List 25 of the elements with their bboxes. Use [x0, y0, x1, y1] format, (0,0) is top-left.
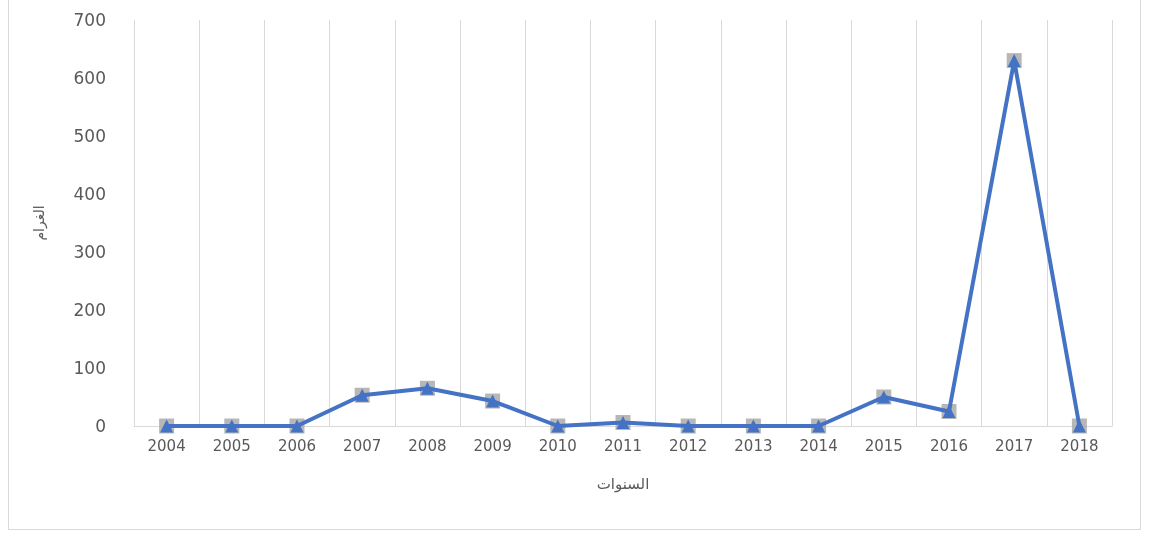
x-tick-label: 2016 — [929, 436, 969, 455]
x-tick-label: 2005 — [212, 436, 251, 455]
x-tick-label: 2009 — [473, 436, 512, 455]
x-tick-label: 2015 — [864, 436, 903, 455]
x-tick-label: 2004 — [147, 436, 186, 455]
y-tick-label: 700 — [73, 10, 106, 30]
y-tick-label: 600 — [73, 68, 106, 88]
y-axis-title: الغرام — [31, 205, 48, 241]
x-tick-label: 2014 — [799, 436, 838, 455]
x-tick-label: 2010 — [538, 436, 577, 455]
y-tick-label: 500 — [73, 126, 106, 146]
x-tick-label: 2017 — [995, 436, 1034, 455]
y-tick-label: 200 — [73, 300, 106, 320]
x-tick-label: 2008 — [408, 436, 447, 455]
x-tick-label: 2011 — [603, 436, 643, 455]
x-tick-label: 2013 — [734, 436, 773, 455]
x-axis-title: السنوات — [596, 474, 650, 493]
y-tick-label: 400 — [73, 184, 106, 204]
x-tick-label: 2012 — [669, 436, 708, 455]
y-tick-label: 300 — [73, 242, 106, 262]
y-tick-label: 0 — [95, 416, 106, 436]
x-tick-label: 2018 — [1060, 436, 1099, 455]
x-tick-label: 2006 — [277, 436, 317, 455]
y-tick-label: 100 — [73, 358, 106, 378]
x-tick-label: 2007 — [343, 436, 382, 455]
